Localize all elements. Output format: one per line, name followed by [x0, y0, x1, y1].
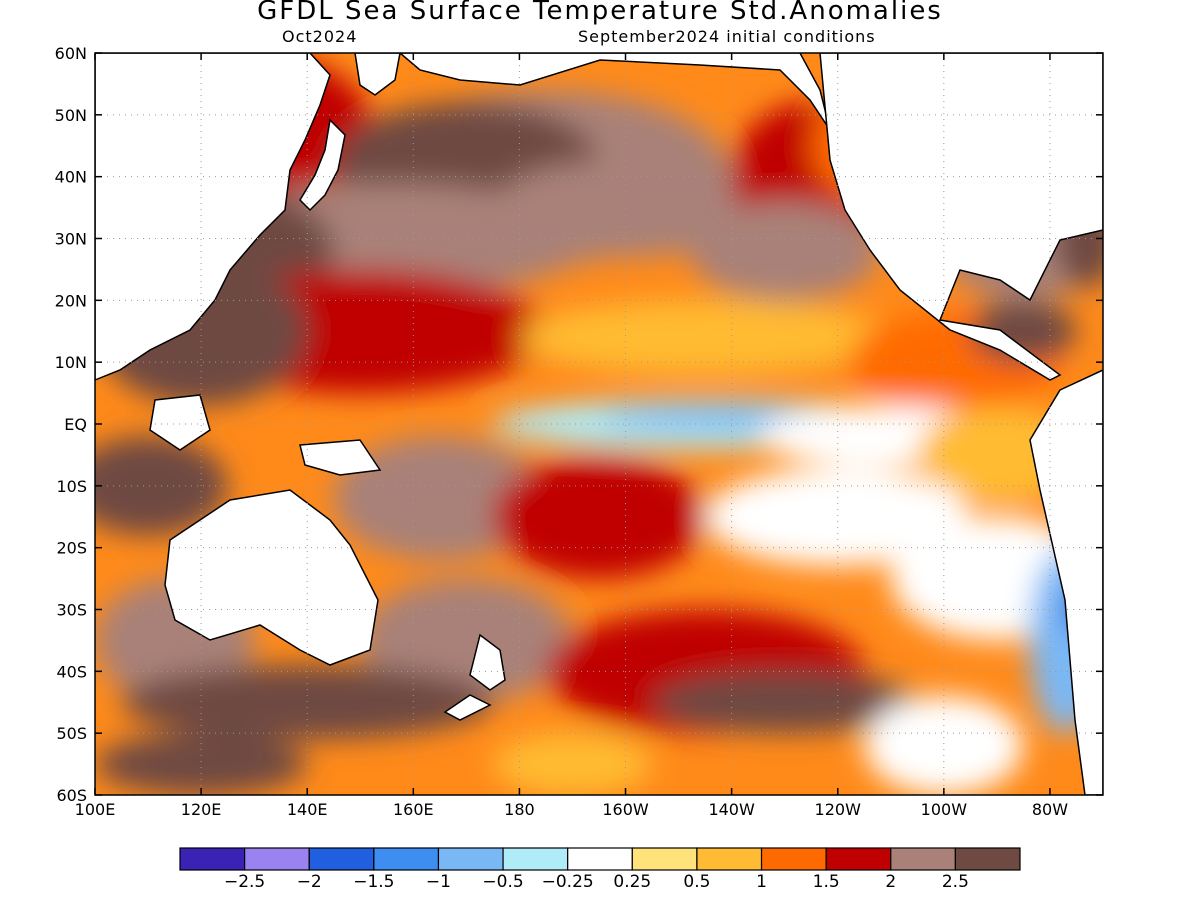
colorbar-label: 0.5 — [683, 872, 710, 892]
y-tick-label: 60N — [55, 44, 87, 63]
colorbar-swatch — [308, 847, 375, 871]
colorbar-label: 2.5 — [942, 872, 969, 892]
japan — [299, 118, 346, 212]
y-tick-label: 20S — [56, 539, 87, 558]
colorbar-swatch — [760, 847, 827, 871]
asia-landmass — [95, 53, 331, 381]
colorbar-swatch — [890, 847, 956, 871]
new-zealand — [443, 633, 506, 721]
x-tick-label: 140E — [287, 800, 328, 819]
anomaly-blob — [121, 665, 493, 740]
y-tick-label: 20N — [55, 291, 87, 310]
x-tick-label: 160W — [602, 800, 649, 819]
new-guinea — [299, 439, 382, 476]
anomaly-blob — [689, 201, 881, 301]
colorbar-label: 1.5 — [813, 872, 840, 892]
forecast-month: Oct2024 — [282, 27, 358, 46]
colorbar-label: −2 — [297, 872, 322, 892]
map-gridlines — [95, 53, 1103, 795]
y-tick-label: 60S — [56, 786, 87, 805]
colorbar-swatch — [954, 847, 1021, 871]
colorbar-label: 2 — [885, 872, 896, 892]
anomaly-blob — [95, 733, 308, 795]
colorbar-swatch — [696, 847, 763, 871]
y-tick-label: 50N — [55, 106, 87, 125]
y-tick-label: 10S — [56, 477, 87, 496]
colorbar-swatch — [244, 847, 310, 871]
initial-conditions: September2024 initial conditions — [578, 27, 876, 46]
map-title: GFDL Sea Surface Temperature Std.Anomali… — [257, 0, 943, 26]
colorbar-label: −0.25 — [542, 872, 594, 892]
alaska — [398, 53, 831, 131]
y-tick-label: 30N — [55, 230, 87, 249]
y-tick-label: EQ — [64, 415, 87, 434]
borneo — [149, 394, 211, 451]
colorbar-label: −0.5 — [482, 872, 523, 892]
kamchatka — [354, 53, 401, 96]
axis-ticks: 100E 120E 140E 160E 180 160W 140W 120W 100W 80W 60… — [55, 44, 1103, 819]
australia — [164, 489, 379, 666]
colorbar-swatch — [373, 847, 440, 871]
x-tick-label: 160E — [393, 800, 434, 819]
y-tick-label: 50S — [56, 724, 87, 743]
colorbar: −2.5 −2 −1.5 −1 −0.5 −0.25 0.25 0.5 1 1.5 2 2.5 — [179, 847, 1021, 892]
y-tick-label: 10N — [55, 353, 87, 372]
colorbar-swatch — [631, 847, 698, 871]
anomaly-blob — [492, 454, 706, 579]
x-tick-label: 120W — [815, 800, 862, 819]
y-tick-label: 40S — [56, 662, 87, 681]
colorbar-swatch — [502, 847, 569, 871]
anomaly-blob — [492, 733, 653, 795]
colorbar-swatch — [179, 847, 246, 871]
colorbar-swatch — [825, 847, 892, 871]
y-tick-label: 40N — [55, 168, 87, 187]
anomaly-blob — [652, 671, 918, 734]
colorbar-swatch — [567, 847, 633, 871]
anomaly-blob — [864, 696, 1024, 795]
x-tick-label: 80W — [1032, 800, 1068, 819]
map-plot-area — [95, 53, 1103, 795]
colorbar-swatch — [437, 847, 504, 871]
colorbar-label: −2.5 — [224, 872, 265, 892]
x-tick-label: 120E — [181, 800, 222, 819]
x-tick-label: 100W — [921, 800, 968, 819]
anomaly-blob — [519, 300, 891, 375]
anomaly-blob — [333, 436, 546, 561]
colorbar-label: 0.25 — [613, 872, 651, 892]
anomaly-blob — [705, 467, 971, 567]
land-masses — [95, 53, 1103, 795]
south-america — [1029, 369, 1103, 795]
x-tick-label: 180 — [504, 800, 535, 819]
colorbar-label: −1 — [426, 872, 451, 892]
y-tick-label: 30S — [56, 601, 87, 620]
x-tick-label: 140W — [708, 800, 755, 819]
colorbar-label: 1 — [756, 872, 767, 892]
colorbar-label: −1.5 — [353, 872, 394, 892]
x-tick-label: 100E — [75, 800, 116, 819]
